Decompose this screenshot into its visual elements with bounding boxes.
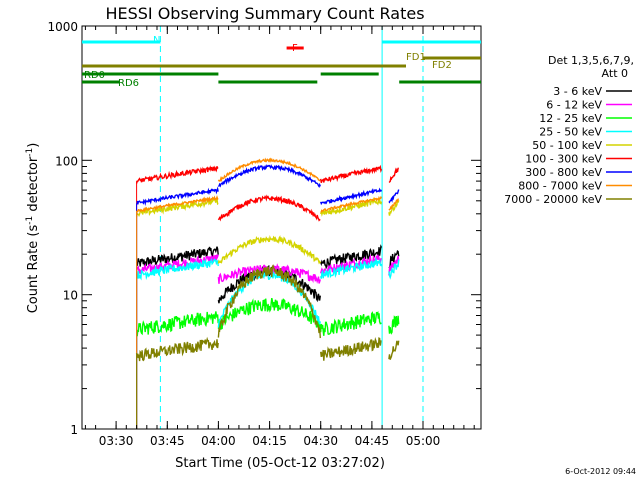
mode-flags: N F FD1 FD2 RD0 RD6	[82, 35, 481, 89]
plot-marks	[135, 26, 424, 429]
legend-header-line1: Det 1,3,5,6,7,9,	[548, 54, 634, 67]
series-line	[217, 263, 321, 284]
legend-label: 3 - 6 keV	[553, 85, 602, 98]
y-tick-label: 1000	[47, 20, 78, 34]
legend-header-line2: Att 0	[602, 67, 628, 80]
chart-title: HESSI Observing Summary Count Rates	[105, 4, 424, 23]
y-tick-label: 1	[70, 423, 78, 437]
series-line	[135, 311, 219, 337]
x-tick-label: 04:45	[355, 434, 390, 448]
series-line	[320, 164, 383, 184]
legend-label: 25 - 50 keV	[539, 126, 602, 139]
y-tick-label: 100	[55, 154, 78, 168]
series-line	[320, 187, 383, 206]
series-line	[388, 249, 400, 269]
y-axis-label: Count Rate (s-1 detector-1)	[25, 143, 41, 314]
x-tick-label: 04:15	[252, 434, 287, 448]
series-line	[320, 244, 383, 270]
series-line	[135, 246, 219, 267]
x-tick-label: 04:00	[201, 434, 236, 448]
series-line	[388, 189, 400, 204]
legend-label: 50 - 100 keV	[532, 139, 602, 152]
footer-timestamp: 6-Oct-2012 09:44	[565, 467, 636, 476]
axis-ticks: 03:30 03:45 04:00 04:15 04:30 04:45 05:00 1 10 10…	[47, 20, 481, 448]
series-line	[217, 264, 321, 339]
series-line	[320, 337, 382, 361]
series-line	[135, 165, 219, 184]
x-tick-label: 04:30	[303, 434, 338, 448]
y-tick-label: 10	[63, 289, 78, 303]
series-line	[135, 257, 219, 281]
series-line	[388, 315, 400, 335]
flag-label: FD2	[432, 60, 452, 71]
legend-label: 6 - 12 keV	[546, 99, 602, 112]
legend-label: 800 - 7000 keV	[518, 180, 602, 193]
legend-label: 100 - 300 keV	[525, 153, 602, 166]
flag-label: N	[153, 35, 160, 46]
series-line	[217, 157, 321, 183]
flag-label: FD1	[406, 52, 426, 63]
series-line	[320, 195, 383, 213]
y-axis-label-sup2: -1	[25, 148, 35, 157]
series-line	[136, 186, 219, 206]
x-tick-label: 05:00	[406, 434, 441, 448]
legend-label: 7000 - 20000 keV	[504, 193, 602, 206]
legend-label: 300 - 800 keV	[525, 166, 602, 179]
series-line	[320, 257, 383, 279]
series-line	[388, 255, 400, 276]
y-axis-label-part1: Count Rate (s	[26, 225, 41, 314]
y-axis-label-part3: )	[26, 143, 41, 148]
plot-frame	[81, 25, 482, 430]
x-tick-label: 03:30	[99, 434, 134, 448]
x-axis-label: Start Time (05-Oct-12 03:27:02)	[175, 456, 385, 471]
series-line	[217, 235, 321, 265]
series-line	[217, 264, 321, 304]
flag-label: RD0	[84, 70, 105, 81]
legend-label: 12 - 25 keV	[539, 112, 602, 125]
series-line	[388, 167, 400, 183]
series-line	[135, 336, 219, 362]
flag-label: RD6	[118, 78, 139, 89]
series-line	[388, 198, 400, 211]
series-line	[217, 164, 321, 188]
series-line	[320, 310, 382, 336]
series-line	[135, 195, 219, 213]
series-line	[388, 200, 400, 216]
series-line	[320, 196, 383, 217]
series-line	[388, 340, 400, 360]
series-line	[217, 194, 321, 222]
x-tick-label: 03:45	[150, 434, 185, 448]
series-line	[388, 259, 400, 280]
series-line	[217, 297, 321, 330]
y-axis-label-part2: detector	[26, 156, 41, 216]
series-line	[135, 197, 219, 218]
y-axis-label-sup1: -1	[25, 216, 35, 225]
flag-label: F	[292, 43, 298, 54]
